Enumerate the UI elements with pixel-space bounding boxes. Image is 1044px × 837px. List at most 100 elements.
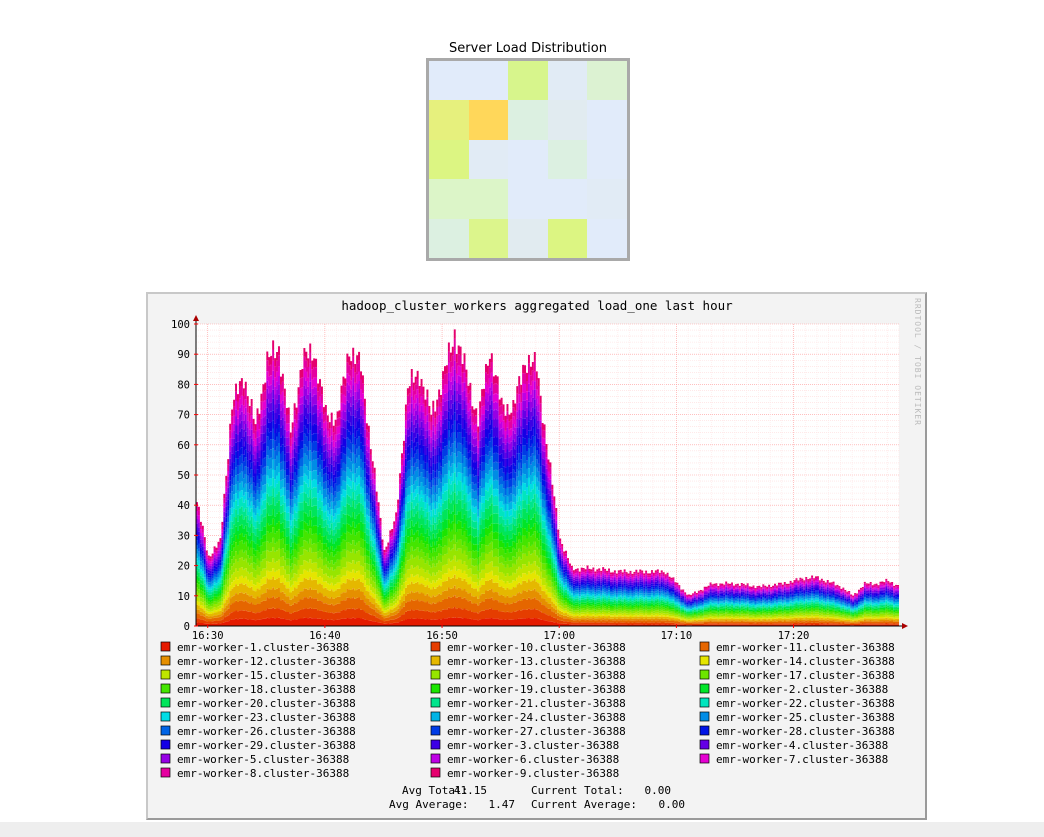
- legend-item: emr-worker-23.cluster-36388: [160, 711, 356, 724]
- legend-item: emr-worker-9.cluster-36388: [430, 767, 619, 780]
- legend-item: emr-worker-25.cluster-36388: [699, 711, 895, 724]
- heatmap-cell-0-3: [547, 61, 588, 101]
- legend-item: emr-worker-13.cluster-36388: [430, 655, 626, 668]
- heatmap-cell-4-1: [468, 218, 509, 258]
- series-area-emr-worker-14: [196, 566, 899, 621]
- heatmap-cell-4-4: [587, 218, 627, 258]
- x-tick-labels: 16:30 16:40 16:50 17:00 17:10 17:20: [192, 630, 809, 642]
- legend-swatch: [160, 739, 171, 750]
- y-tick-label: 80: [177, 379, 190, 391]
- series-area-emr-worker-8: [196, 338, 899, 598]
- series-area-emr-worker-18: [196, 523, 899, 617]
- y-tick-label: 30: [177, 530, 190, 542]
- legend-label: emr-worker-13.cluster-36388: [447, 655, 626, 668]
- current-average-label: Current Average:: [531, 798, 637, 811]
- heatmap-cell-1-3: [547, 100, 588, 140]
- heatmap-cell-1-4: [587, 100, 627, 140]
- legend-item: emr-worker-14.cluster-36388: [699, 655, 895, 668]
- heatmap-cell-0-0: [429, 61, 469, 101]
- chart-title: hadoop_cluster_workers aggregated load_o…: [341, 298, 733, 313]
- avg-total-value: 41.15: [454, 784, 487, 797]
- legend-item: emr-worker-27.cluster-36388: [430, 725, 626, 738]
- series-area-emr-worker-5: [196, 369, 899, 601]
- legend-label: emr-worker-7.cluster-36388: [716, 753, 888, 766]
- x-axis-arrow: [902, 623, 908, 629]
- legend-item: emr-worker-12.cluster-36388: [160, 655, 356, 668]
- series-area-emr-worker-22: [196, 472, 899, 612]
- legend-swatch: [430, 711, 441, 722]
- heatmap-cell-4-2: [508, 218, 548, 258]
- legend-item: emr-worker-21.cluster-36388: [430, 697, 626, 710]
- legend-swatch: [430, 767, 441, 778]
- y-axis-arrow: [193, 315, 199, 321]
- load-graph-panel: 0 10 20 30 40 50 60 70 80 90 100 16:30 16:40 16:50 17…: [146, 292, 927, 820]
- legend-label: emr-worker-15.cluster-36388: [177, 669, 356, 682]
- series-area-emr-worker-6: [196, 360, 899, 600]
- series-area-emr-worker-2: [196, 504, 899, 615]
- legend-swatch: [699, 753, 710, 764]
- y-tick-label: 10: [177, 591, 190, 603]
- legend-swatch: [699, 641, 710, 652]
- series-area-emr-worker-29: [196, 401, 899, 605]
- series-area-emr-worker-1: [196, 617, 899, 626]
- legend-label: emr-worker-1.cluster-36388: [177, 641, 349, 654]
- y-tick-label: 100: [171, 319, 190, 331]
- avg-average-value: 1.47: [489, 798, 516, 811]
- heatmap-cell-4-0: [429, 218, 469, 258]
- legend-item: emr-worker-19.cluster-36388: [430, 683, 626, 696]
- y-tick-label: 0: [184, 621, 190, 633]
- legend-item: emr-worker-8.cluster-36388: [160, 767, 349, 780]
- heatmap-cell-3-1: [468, 179, 509, 219]
- legend-swatch: [430, 655, 441, 666]
- legend-label: emr-worker-12.cluster-36388: [177, 655, 356, 668]
- legend-item: emr-worker-2.cluster-36388: [699, 683, 888, 696]
- y-tick-label: 50: [177, 470, 190, 482]
- heatmap-cell-2-3: [547, 139, 588, 180]
- legend-swatch: [160, 767, 171, 778]
- heatmap-cell-3-3: [547, 179, 588, 219]
- series-area-emr-worker-19: [196, 514, 899, 616]
- legend-item: emr-worker-3.cluster-36388: [430, 739, 619, 752]
- legend-item: emr-worker-11.cluster-36388: [699, 641, 895, 654]
- heatmap-cell-3-4: [587, 179, 627, 219]
- x-tick-label: 17:10: [661, 630, 693, 642]
- heatmap-cell-0-4: [587, 61, 627, 101]
- legend-item: emr-worker-26.cluster-36388: [160, 725, 356, 738]
- legend-swatch: [160, 753, 171, 764]
- legend-item: emr-worker-22.cluster-36388: [699, 697, 895, 710]
- series-area-emr-worker-28: [196, 412, 899, 605]
- x-tick-label: 16:30: [192, 630, 224, 642]
- series-area-emr-worker-13: [196, 574, 899, 622]
- legend-item: emr-worker-16.cluster-36388: [430, 669, 626, 682]
- heatmap-cell-4-3: [547, 218, 588, 258]
- x-tick-label: 16:40: [309, 630, 341, 642]
- legend: emr-worker-1.cluster-36388 emr-worker-10.…: [160, 641, 895, 780]
- legend-item: emr-worker-15.cluster-36388: [160, 669, 356, 682]
- legend-item: emr-worker-4.cluster-36388: [699, 739, 888, 752]
- series-area-emr-worker-21: [196, 483, 899, 613]
- legend-label: emr-worker-19.cluster-36388: [447, 683, 626, 696]
- legend-swatch: [160, 655, 171, 666]
- legend-item: emr-worker-7.cluster-36388: [699, 753, 888, 766]
- legend-label: emr-worker-6.cluster-36388: [447, 753, 619, 766]
- legend-swatch: [430, 641, 441, 652]
- legend-swatch: [430, 725, 441, 736]
- legend-label: emr-worker-14.cluster-36388: [716, 655, 895, 668]
- y-tick-label: 20: [177, 561, 190, 573]
- y-tick-label: 70: [177, 410, 190, 422]
- legend-item: emr-worker-6.cluster-36388: [430, 753, 619, 766]
- legend-label: emr-worker-23.cluster-36388: [177, 711, 356, 724]
- legend-label: emr-worker-20.cluster-36388: [177, 697, 356, 710]
- heatmap-cell-1-1: [468, 100, 509, 140]
- legend-label: emr-worker-16.cluster-36388: [447, 669, 626, 682]
- legend-swatch: [430, 753, 441, 764]
- legend-swatch: [699, 683, 710, 694]
- legend-swatch: [699, 669, 710, 680]
- y-tick-labels: 0 10 20 30 40 50 60 70 80 90 100: [171, 319, 190, 633]
- legend-item: emr-worker-24.cluster-36388: [430, 711, 626, 724]
- legend-label: emr-worker-18.cluster-36388: [177, 683, 356, 696]
- legend-item: emr-worker-17.cluster-36388: [699, 669, 895, 682]
- heatmap-cell-3-0: [429, 179, 469, 219]
- series-area-emr-worker-15: [196, 555, 899, 620]
- series-area-emr-worker-25: [196, 441, 899, 609]
